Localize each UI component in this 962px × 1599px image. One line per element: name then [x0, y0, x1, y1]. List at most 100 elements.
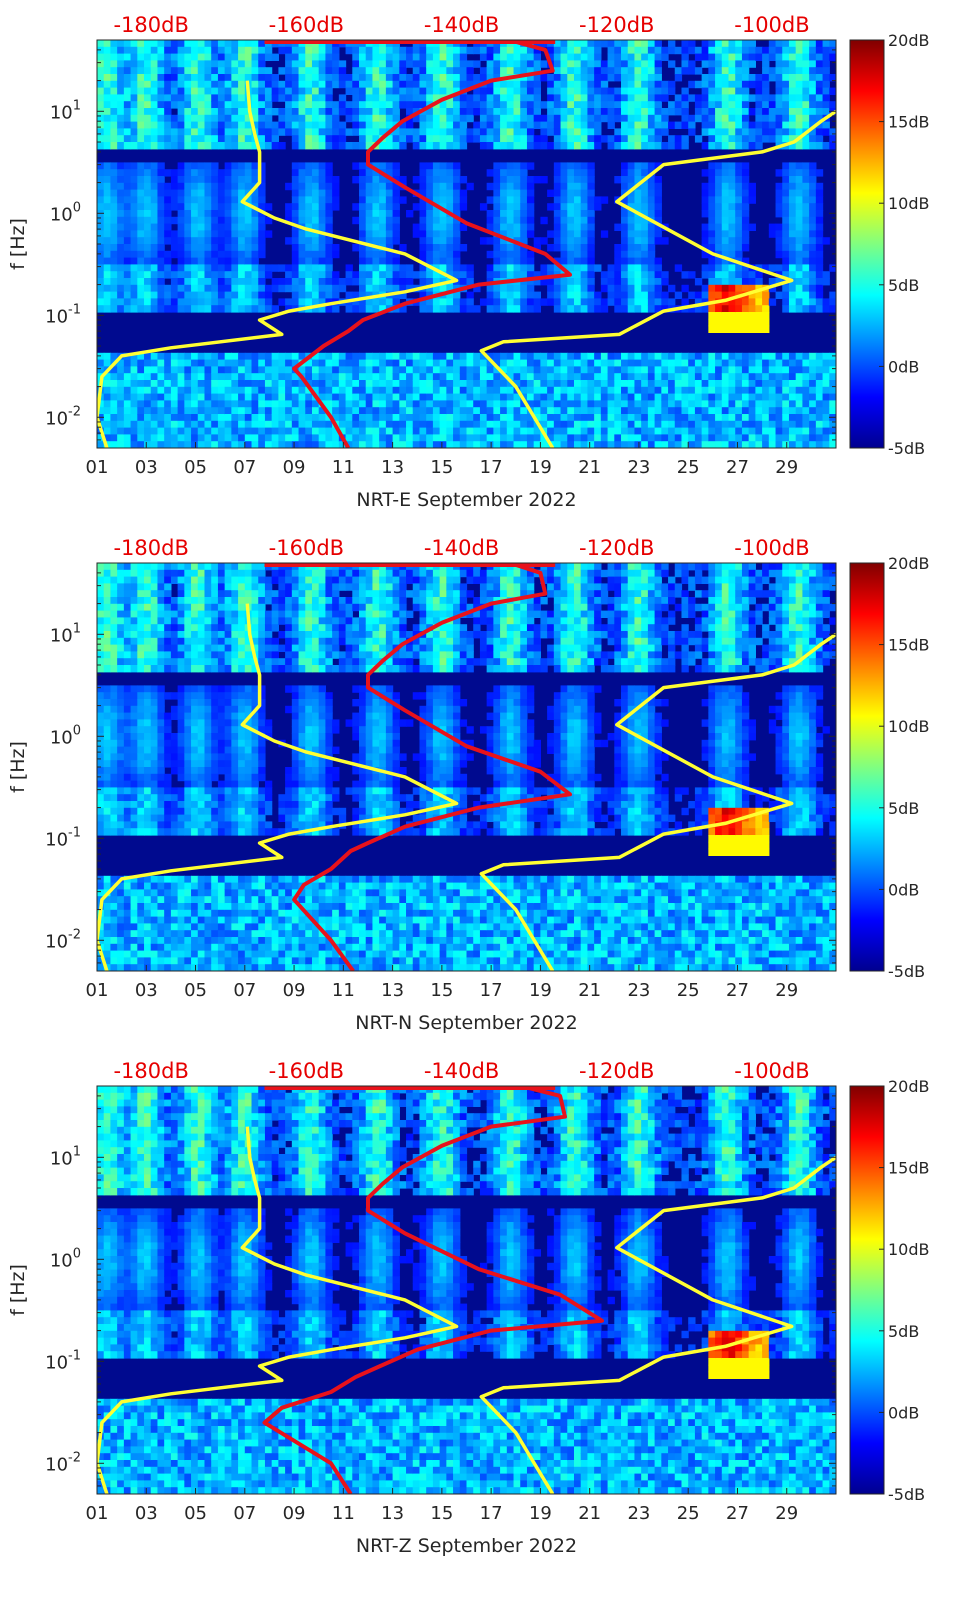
heatmap-cell	[311, 46, 320, 55]
heatmap-cell	[338, 284, 347, 293]
heatmap-cell	[406, 94, 414, 102]
heatmap-cell	[332, 108, 340, 116]
heatmap-cell	[755, 400, 763, 408]
heatmap-cell	[453, 142, 461, 150]
heatmap-cell	[782, 359, 790, 367]
heatmap-cell	[634, 359, 642, 367]
heatmap-cell	[251, 393, 259, 401]
heatmap-cell	[748, 298, 756, 306]
heatmap-cell	[540, 298, 548, 306]
heatmap-cell	[285, 203, 293, 211]
heatmap-cell	[647, 94, 656, 102]
heatmap-cell	[721, 53, 730, 61]
heatmap-cell	[594, 386, 602, 395]
heatmap-cell	[359, 142, 367, 150]
heatmap-cell	[661, 380, 669, 388]
heatmap-cell	[654, 441, 662, 448]
heatmap-cell	[560, 189, 568, 197]
heatmap-cell	[285, 128, 293, 136]
heatmap-cell	[654, 74, 662, 82]
heatmap-cell	[600, 434, 609, 442]
heatmap-cell	[144, 441, 152, 448]
heatmap-cell	[600, 373, 609, 381]
heatmap-cell	[721, 400, 730, 408]
heatmap-cell	[311, 264, 320, 272]
heatmap-cell	[500, 176, 508, 184]
heatmap-cell	[419, 203, 427, 211]
heatmap-cell	[170, 128, 179, 136]
heatmap-cell	[359, 278, 367, 286]
heatmap-cell	[399, 427, 407, 435]
heatmap-cell	[567, 46, 575, 55]
heatmap-cell	[735, 420, 743, 429]
heatmap-cell	[694, 400, 703, 408]
heatmap-cell	[298, 176, 306, 184]
heatmap-cell	[594, 291, 602, 299]
heatmap-cell	[634, 67, 642, 75]
heatmap-cell	[741, 312, 750, 320]
heatmap-cell	[607, 60, 615, 68]
heatmap-cell	[614, 420, 622, 429]
heatmap-cell	[500, 244, 508, 252]
heatmap-cell	[318, 359, 327, 367]
heatmap-cell	[721, 434, 730, 442]
heatmap-cell	[123, 359, 132, 367]
heatmap-cell	[123, 298, 132, 306]
heatmap-cell	[123, 67, 132, 75]
heatmap-cell	[580, 142, 589, 150]
heatmap-cell	[137, 87, 145, 95]
heatmap-cell	[251, 298, 259, 306]
heatmap-cell	[157, 128, 165, 136]
heatmap-cell	[506, 298, 515, 306]
heatmap-cell	[493, 237, 501, 245]
heatmap-cell	[573, 250, 582, 259]
heatmap-cell	[580, 87, 589, 95]
heatmap-cell	[728, 380, 736, 388]
heatmap-cell	[399, 386, 407, 395]
heatmap-cell	[197, 216, 206, 225]
heatmap-cell	[627, 101, 636, 109]
heatmap-cell	[385, 278, 394, 286]
heatmap-cell	[439, 203, 447, 211]
heatmap-cell	[735, 60, 743, 68]
heatmap-cell	[197, 53, 206, 61]
heatmap-cell	[392, 420, 400, 429]
heatmap-cell	[278, 87, 286, 95]
heatmap-cell	[110, 244, 118, 252]
heatmap-cell	[513, 305, 521, 313]
heatmap-cell	[392, 74, 400, 82]
heatmap-cell	[728, 87, 736, 95]
heatmap-cell	[137, 373, 145, 381]
heatmap-cell	[775, 352, 783, 361]
heatmap-cell	[432, 305, 441, 313]
heatmap-cell	[802, 169, 810, 177]
heatmap-cell	[305, 94, 313, 102]
heatmap-cell	[392, 223, 400, 231]
heatmap-cell	[170, 237, 179, 245]
heatmap-cell	[426, 434, 434, 442]
heatmap-cell	[137, 74, 145, 82]
heatmap-cell	[668, 434, 676, 442]
heatmap-cell	[345, 264, 353, 272]
heatmap-cell	[238, 46, 246, 55]
heatmap-cell	[426, 305, 434, 313]
heatmap-cell	[325, 162, 333, 170]
heatmap-cell	[728, 210, 736, 218]
heatmap-cell	[788, 420, 797, 429]
heatmap-cell	[782, 400, 790, 408]
heatmap-cell	[560, 169, 568, 177]
heatmap-cell	[117, 80, 125, 89]
heatmap-cell	[493, 182, 501, 191]
heatmap-cell	[150, 400, 159, 408]
heatmap-cell	[708, 400, 716, 408]
heatmap-cell	[439, 237, 447, 245]
heatmap-cell	[298, 135, 306, 143]
heatmap-cell	[473, 87, 481, 95]
heatmap-cell	[815, 291, 824, 299]
heatmap-cell	[359, 176, 367, 184]
heatmap-cell	[150, 393, 159, 401]
heatmap-cell	[573, 291, 582, 299]
heatmap-cell	[359, 434, 367, 442]
heatmap-cell	[305, 441, 313, 448]
heatmap-cell	[238, 169, 246, 177]
